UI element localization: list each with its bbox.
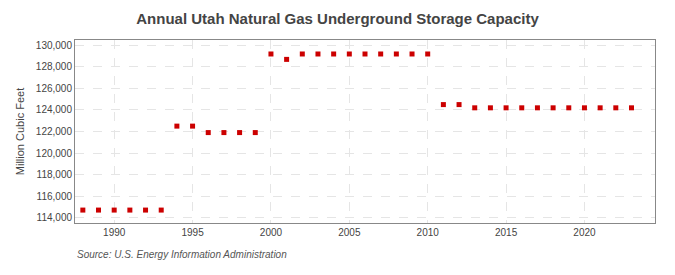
svg-text:124,000: 124,000 — [36, 104, 73, 115]
svg-text:122,000: 122,000 — [36, 126, 73, 137]
svg-text:Annual Utah Natural Gas Underg: Annual Utah Natural Gas Underground Stor… — [136, 10, 539, 27]
svg-text:114,000: 114,000 — [37, 212, 73, 223]
svg-text:Million Cubic Feet: Million Cubic Feet — [14, 88, 26, 175]
svg-text:2000: 2000 — [260, 227, 283, 238]
svg-text:120,000: 120,000 — [36, 148, 73, 159]
svg-text:Source: U.S. Energy Informatio: Source: U.S. Energy Information Administ… — [77, 249, 287, 260]
svg-text:1990: 1990 — [103, 227, 126, 238]
svg-text:2015: 2015 — [495, 227, 518, 238]
svg-text:1995: 1995 — [181, 227, 204, 238]
svg-text:2020: 2020 — [573, 227, 596, 238]
svg-text:128,000: 128,000 — [36, 61, 73, 72]
svg-text:116,000: 116,000 — [37, 191, 73, 202]
svg-text:2005: 2005 — [338, 227, 361, 238]
svg-text:130,000: 130,000 — [36, 40, 73, 51]
svg-text:126,000: 126,000 — [36, 83, 73, 94]
svg-text:118,000: 118,000 — [37, 169, 73, 180]
svg-text:2010: 2010 — [417, 227, 440, 238]
